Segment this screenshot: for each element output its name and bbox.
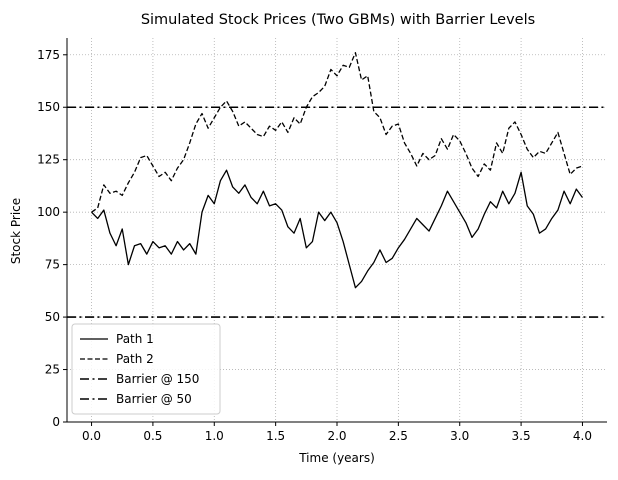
x-tick-label: 3.5	[512, 429, 531, 443]
x-axis-title: Time (years)	[298, 451, 375, 465]
y-tick-label: 150	[37, 100, 60, 114]
series-line-path-1	[91, 169, 583, 289]
x-tick-label: 2.0	[327, 429, 346, 443]
y-axis-title: Stock Price	[9, 198, 23, 264]
x-tick-label: 2.5	[389, 429, 408, 443]
x-tick-label: 0.5	[143, 429, 162, 443]
x-tick-label: 4.0	[573, 429, 592, 443]
legend-label: Barrier @ 150	[116, 372, 199, 386]
series-line-path-2	[91, 52, 583, 213]
legend-label: Path 2	[116, 352, 154, 366]
y-tick-label: 100	[37, 205, 60, 219]
x-tick-label: 0.0	[82, 429, 101, 443]
legend-label: Path 1	[116, 332, 154, 346]
y-tick-label: 50	[45, 310, 60, 324]
price-paths	[91, 52, 583, 289]
y-tick-label: 125	[37, 153, 60, 167]
y-tick-label: 75	[45, 258, 60, 272]
legend-box	[71, 323, 221, 415]
ticks: 0.0 0.5 1.0 1.5 2.0 2.5 3.0 3.5 4.0 0 25 50 75 100 125…	[37, 48, 592, 443]
y-tick-label: 0	[52, 415, 60, 429]
y-tick-label: 25	[45, 363, 60, 377]
legend: Path 1 Path 2 Barrier @ 150 Barrier @ 50	[71, 323, 221, 415]
barrier-lines	[67, 106, 607, 318]
legend-label: Barrier @ 50	[116, 392, 192, 406]
y-tick-label: 175	[37, 48, 60, 62]
x-tick-label: 1.5	[266, 429, 285, 443]
x-tick-label: 3.0	[450, 429, 469, 443]
chart-title: Simulated Stock Prices (Two GBMs) with B…	[141, 12, 535, 28]
x-tick-label: 1.0	[205, 429, 224, 443]
